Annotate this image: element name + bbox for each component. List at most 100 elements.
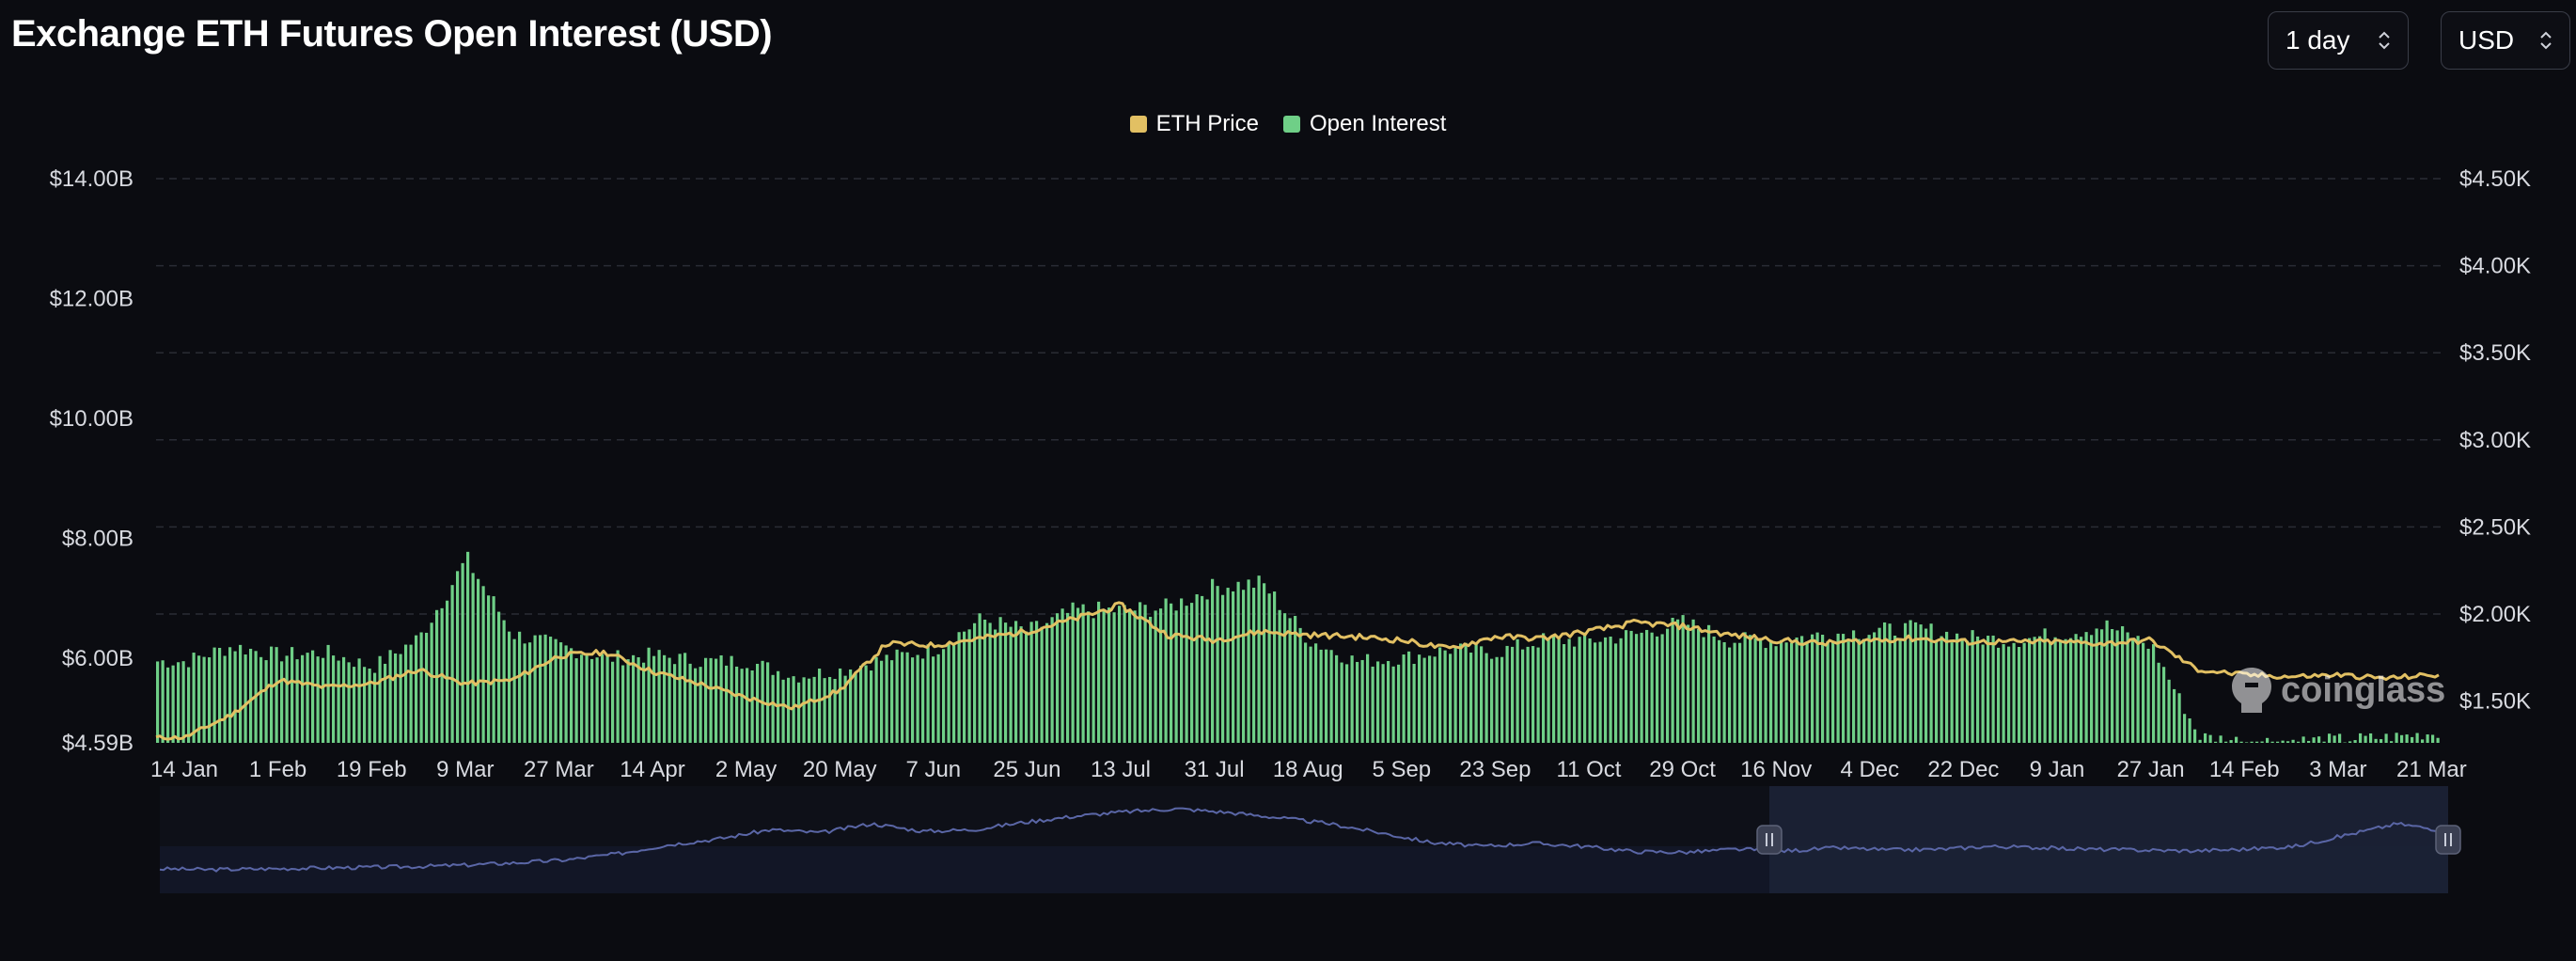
open-interest-bar (2002, 644, 2005, 743)
open-interest-bar (2100, 629, 2104, 743)
open-interest-bar (2291, 739, 2295, 743)
open-interest-bar (812, 676, 816, 743)
navigator-selection-window[interactable] (1769, 786, 2448, 893)
eth-price-line (155, 601, 2440, 741)
open-interest-bar (1391, 666, 1395, 743)
open-interest-bar (792, 676, 795, 743)
open-interest-bar (574, 658, 578, 743)
open-interest-bar (2028, 638, 2032, 743)
open-interest-bar (636, 656, 640, 743)
open-interest-bar (1216, 586, 1219, 743)
open-interest-bar (2353, 740, 2357, 743)
open-interest-bar (192, 653, 196, 743)
legend-item-eth-price[interactable]: ETH Price (1129, 111, 1259, 137)
open-interest-bar (1759, 639, 1763, 743)
open-interest-bar (363, 667, 367, 743)
open-interest-bar (1469, 653, 1473, 743)
open-interest-bar (2224, 741, 2228, 743)
open-interest-bar (1676, 619, 1680, 743)
open-interest-bar (595, 657, 599, 743)
open-interest-bar (1490, 658, 1494, 743)
interval-select[interactable]: 1 day (2268, 11, 2409, 70)
legend-label-price: ETH Price (1155, 111, 1259, 136)
open-interest-bar (616, 650, 620, 743)
open-interest-bar (1557, 637, 1561, 743)
open-interest-bar (1935, 639, 1939, 743)
open-interest-bar (2038, 636, 2042, 743)
open-interest-bar (849, 669, 853, 743)
navigator-handle-right[interactable] (2435, 825, 2461, 855)
open-interest-bar (2214, 741, 2218, 743)
open-interest-bar (2235, 736, 2238, 743)
open-interest-bar (2301, 736, 2305, 743)
open-interest-bar (808, 678, 811, 743)
open-interest-bar (1893, 635, 1897, 743)
open-interest-bar (823, 678, 826, 743)
open-interest-bar (611, 661, 615, 743)
open-interest-bar (2152, 644, 2156, 743)
open-interest-bar (1573, 646, 1577, 743)
unit-value: USD (2458, 25, 2515, 55)
legend-item-open-interest[interactable]: Open Interest (1282, 111, 1446, 137)
open-interest-bar (1981, 644, 1985, 743)
open-interest-bar (2173, 688, 2176, 743)
open-interest-bar (688, 663, 692, 743)
open-interest-bar (1071, 602, 1075, 743)
open-interest-bar (2142, 642, 2145, 743)
open-interest-bar (508, 631, 511, 743)
open-interest-bar (378, 655, 382, 743)
open-interest-bar (1345, 664, 1349, 743)
open-interest-bar (2250, 741, 2254, 743)
open-interest-bar (1619, 638, 1623, 743)
open-interest-bar (332, 655, 336, 743)
open-interest-bar (1898, 638, 1902, 743)
range-navigator[interactable] (159, 786, 2461, 893)
open-interest-bar (833, 678, 837, 743)
x-tick-label: 11 Oct (1557, 757, 1622, 782)
open-interest-bar (756, 663, 760, 743)
open-interest-bar (2183, 714, 2187, 743)
open-interest-bar (715, 658, 718, 743)
y-right-tick-label: $3.00K (2459, 428, 2531, 453)
open-interest-bar (1438, 647, 1442, 743)
y-right-tick-label: $3.50K (2459, 340, 2531, 366)
open-interest-bar (978, 613, 982, 743)
open-interest-bar (415, 635, 418, 743)
unit-select[interactable]: USD (2441, 11, 2570, 70)
open-interest-bar (1139, 602, 1142, 743)
open-interest-bar (1112, 612, 1116, 743)
open-interest-bar (2255, 741, 2259, 743)
open-interest-bar (1862, 638, 1866, 743)
open-interest-bar (197, 655, 201, 743)
open-interest-bar (2395, 733, 2398, 743)
open-interest-bar (1594, 642, 1597, 743)
open-interest-bar (590, 658, 594, 743)
open-interest-bar (1480, 646, 1484, 743)
open-interest-bar (1329, 650, 1333, 743)
open-interest-bar (963, 631, 966, 743)
open-interest-bar (1464, 642, 1468, 743)
open-interest-bar (2229, 740, 2233, 743)
open-interest-bar (2043, 628, 2047, 743)
y-right-tick-label: $1.50K (2459, 689, 2531, 715)
open-interest-bar (306, 653, 309, 743)
x-tick-label: 5 Sep (1372, 757, 1431, 782)
open-interest-bar (1940, 636, 1943, 743)
open-interest-bar (916, 654, 919, 743)
open-interest-bar (818, 669, 822, 743)
open-interest-bar (1149, 616, 1153, 743)
navigator-handle-left[interactable] (1756, 825, 1783, 855)
open-interest-bar (1247, 579, 1250, 743)
open-interest-bar (802, 677, 806, 743)
open-interest-bar (750, 670, 754, 743)
open-interest-bar (1257, 575, 1261, 743)
open-interest-bar (998, 617, 1002, 743)
open-interest-bar (777, 670, 780, 743)
open-interest-bar (1987, 636, 1990, 743)
open-interest-bar (2239, 741, 2243, 743)
open-interest-bar (2136, 636, 2140, 743)
open-interest-bar (1004, 622, 1008, 743)
open-interest-bar (870, 670, 873, 743)
open-interest-bar (1495, 656, 1499, 743)
